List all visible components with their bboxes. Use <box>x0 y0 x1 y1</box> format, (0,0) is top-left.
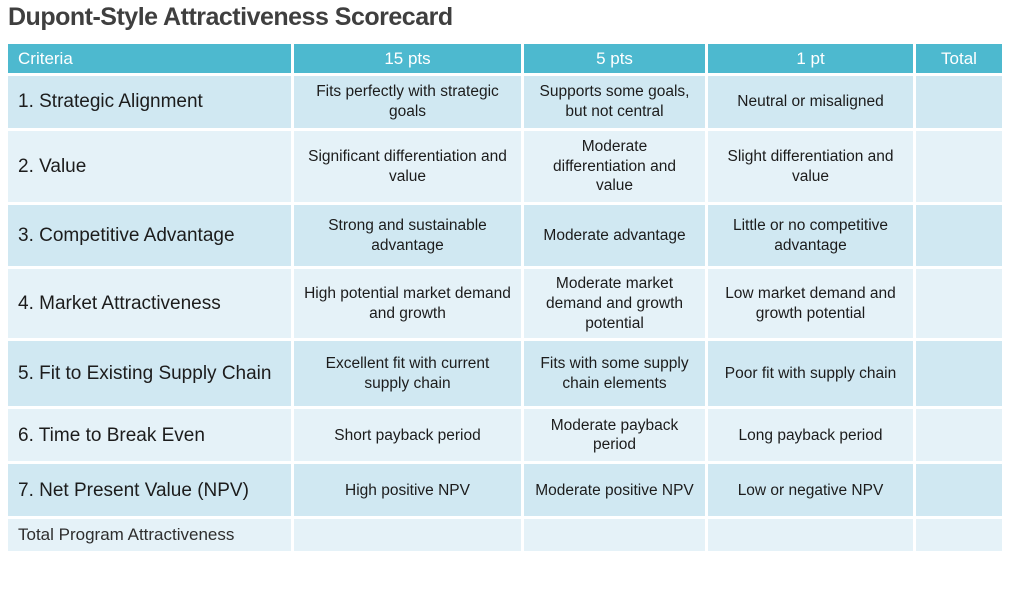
criteria-cell: 3. Competitive Advantage <box>8 205 291 266</box>
pts15-cell: High positive NPV <box>294 464 521 517</box>
table-row: 4. Market Attractiveness High potential … <box>8 269 1002 339</box>
pts15-cell: Significant differentiation and value <box>294 131 521 202</box>
pts5-cell: Moderate positive NPV <box>524 464 705 517</box>
pt1-cell: Poor fit with supply chain <box>708 341 913 407</box>
page-title: Dupont-Style Attractiveness Scorecard <box>8 3 453 31</box>
pt1-cell <box>708 519 913 552</box>
table-row: 6. Time to Break Even Short payback peri… <box>8 409 1002 462</box>
total-cell <box>916 76 1002 128</box>
criteria-cell: Total Program Attractiveness <box>8 519 291 552</box>
column-header-total: Total <box>916 44 1002 73</box>
total-cell <box>916 464 1002 517</box>
column-header-criteria: Criteria <box>8 44 291 73</box>
criteria-cell: 1. Strategic Alignment <box>8 76 291 128</box>
pts15-cell: Strong and sustainable advantage <box>294 205 521 266</box>
total-cell <box>916 341 1002 407</box>
table-row: 1. Strategic Alignment Fits perfectly wi… <box>8 76 1002 128</box>
pts15-cell: Excellent fit with current supply chain <box>294 341 521 407</box>
pts5-cell <box>524 519 705 552</box>
column-header-1pt: 1 pt <box>708 44 913 73</box>
pt1-cell: Long payback period <box>708 409 913 462</box>
criteria-cell: 5. Fit to Existing Supply Chain <box>8 341 291 407</box>
total-cell <box>916 409 1002 462</box>
pts5-cell: Fits with some supply chain elements <box>524 341 705 407</box>
pt1-cell: Low or negative NPV <box>708 464 913 517</box>
table-row-total: Total Program Attractiveness <box>8 519 1002 552</box>
table-row: 5. Fit to Existing Supply Chain Excellen… <box>8 341 1002 407</box>
scorecard-table: Criteria 15 pts 5 pts 1 pt Total 1. Stra… <box>5 41 1005 554</box>
column-header-5pts: 5 pts <box>524 44 705 73</box>
header-row: Criteria 15 pts 5 pts 1 pt Total <box>8 44 1002 73</box>
pts5-cell: Supports some goals, but not central <box>524 76 705 128</box>
pts15-cell <box>294 519 521 552</box>
pts5-cell: Moderate payback period <box>524 409 705 462</box>
pt1-cell: Little or no competitive advantage <box>708 205 913 266</box>
criteria-cell: 6. Time to Break Even <box>8 409 291 462</box>
pt1-cell: Slight differentiation and value <box>708 131 913 202</box>
table-row: 7. Net Present Value (NPV) High positive… <box>8 464 1002 517</box>
table-row: 2. Value Significant differentiation and… <box>8 131 1002 202</box>
pts15-cell: Short payback period <box>294 409 521 462</box>
pts5-cell: Moderate market demand and growth potent… <box>524 269 705 339</box>
total-cell <box>916 519 1002 552</box>
criteria-cell: 4. Market Attractiveness <box>8 269 291 339</box>
column-header-15pts: 15 pts <box>294 44 521 73</box>
criteria-cell: 2. Value <box>8 131 291 202</box>
pt1-cell: Low market demand and growth potential <box>708 269 913 339</box>
criteria-cell: 7. Net Present Value (NPV) <box>8 464 291 517</box>
pts15-cell: High potential market demand and growth <box>294 269 521 339</box>
table-row: 3. Competitive Advantage Strong and sust… <box>8 205 1002 266</box>
total-cell <box>916 205 1002 266</box>
pt1-cell: Neutral or misaligned <box>708 76 913 128</box>
pts15-cell: Fits perfectly with strategic goals <box>294 76 521 128</box>
pts5-cell: Moderate advantage <box>524 205 705 266</box>
pts5-cell: Moderate differentiation and value <box>524 131 705 202</box>
total-cell <box>916 131 1002 202</box>
total-cell <box>916 269 1002 339</box>
